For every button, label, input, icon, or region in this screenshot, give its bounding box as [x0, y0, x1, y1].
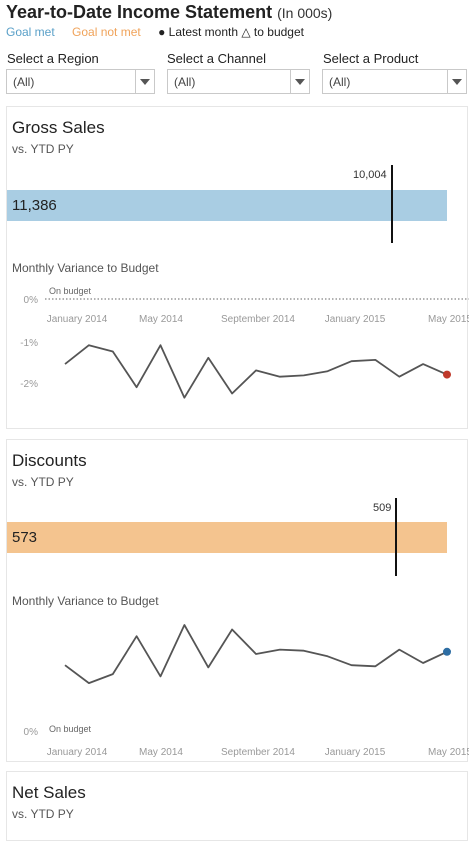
panel-title: Net Sales: [12, 783, 86, 802]
gross-sales-reference-label: 10,004: [353, 169, 387, 181]
gross-sales-value: 11,386: [12, 197, 57, 214]
discounts-variance-chart: On budget 0% January 2014 May 2014 September…: [24, 624, 469, 758]
chevron-down-icon[interactable]: [290, 70, 309, 93]
y-tick-label: 0%: [24, 295, 39, 306]
x-tick-label: January 2014: [47, 747, 108, 758]
channel-filter-label: Select a Channel: [167, 51, 267, 66]
chevron-down-icon[interactable]: [447, 70, 466, 93]
discounts-value: 573: [12, 529, 38, 546]
product-select[interactable]: (All): [322, 69, 467, 94]
region-select-value: (All): [13, 75, 35, 89]
x-tick-label: May 2015: [428, 314, 469, 325]
x-tick-label: January 2015: [325, 314, 386, 325]
variance-title: Monthly Variance to Budget: [12, 594, 159, 608]
legend-latest-month: ● Latest month △ to budget: [158, 25, 304, 39]
discounts-reference-line: [395, 498, 397, 576]
variance-title: Monthly Variance to Budget: [12, 261, 159, 275]
gross-sales-variance-chart: On budget 0% -1% -2% January 2014 May 2014 Sep…: [20, 286, 469, 399]
x-tick-label: May 2014: [139, 747, 183, 758]
channel-select[interactable]: (All): [167, 69, 310, 94]
x-tick-label: May 2014: [139, 314, 183, 325]
channel-select-value: (All): [174, 75, 196, 89]
region-filter-label: Select a Region: [7, 51, 99, 66]
x-tick-label: January 2015: [325, 747, 386, 758]
discounts-panel: Discounts vs. YTD PY 573 509 Monthly Var…: [6, 439, 469, 762]
legend-goal-met: Goal met: [6, 25, 55, 39]
y-tick-label: -2%: [20, 379, 38, 390]
legend-goal-not-met: Goal not met: [72, 25, 141, 39]
x-tick-label: September 2014: [221, 314, 295, 325]
x-tick-label: May 2015: [428, 747, 469, 758]
discounts-bar[interactable]: [7, 522, 447, 553]
gross-sales-bar[interactable]: [7, 190, 447, 221]
gross-sales-reference-line: [391, 165, 393, 243]
on-budget-label: On budget: [49, 286, 92, 296]
latest-month-point: [443, 370, 451, 379]
page-subtitle: (In 000s): [277, 5, 333, 21]
on-budget-label: On budget: [49, 724, 92, 734]
panel-title: Discounts: [12, 451, 87, 470]
product-select-value: (All): [329, 75, 351, 89]
legend: Goal met Goal not met ● Latest month △ t…: [6, 25, 304, 39]
page-title: Year-to-Date Income Statement (In 000s): [6, 2, 333, 22]
panel-subtitle: vs. YTD PY: [12, 475, 74, 489]
product-filter-label: Select a Product: [323, 51, 419, 66]
gross-sales-panel: Gross Sales vs. YTD PY 11,386 10,004 Mon…: [6, 106, 469, 429]
x-tick-label: January 2014: [47, 314, 108, 325]
variance-series-line: [64, 624, 448, 684]
net-sales-panel: Net Sales vs. YTD PY: [6, 771, 468, 841]
latest-month-point: [443, 647, 451, 656]
variance-series-line: [64, 344, 448, 399]
panel-title: Gross Sales: [12, 118, 105, 137]
panel-subtitle: vs. YTD PY: [12, 142, 74, 156]
discounts-reference-label: 509: [373, 502, 392, 514]
region-select[interactable]: (All): [6, 69, 155, 94]
panel-subtitle: vs. YTD PY: [12, 807, 74, 821]
chevron-down-icon[interactable]: [135, 70, 154, 93]
x-tick-label: September 2014: [221, 747, 295, 758]
y-tick-label: 0%: [24, 727, 39, 738]
y-tick-label: -1%: [20, 338, 38, 349]
